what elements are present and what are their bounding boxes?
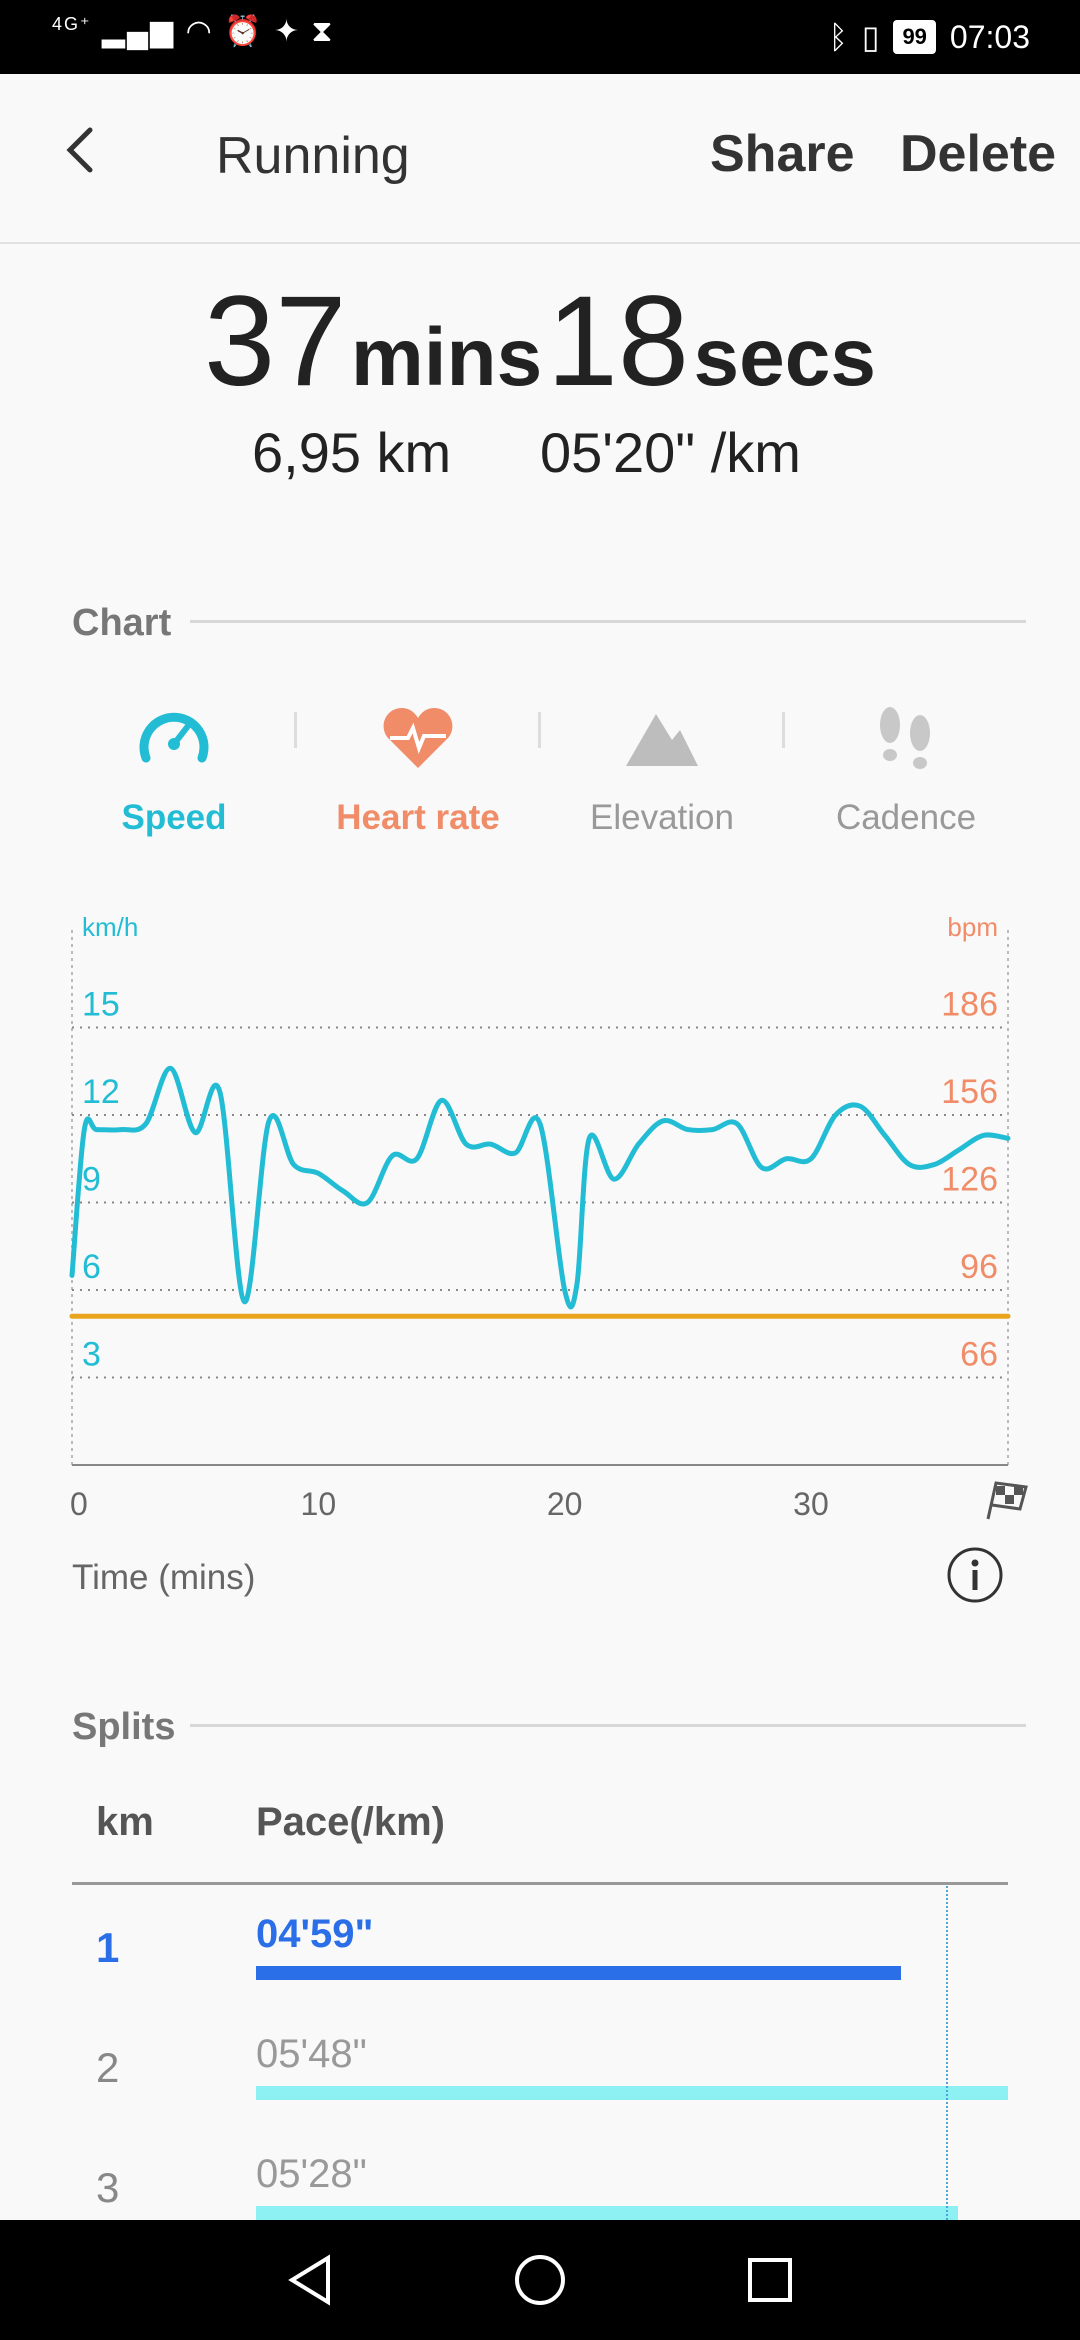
y2-tick-label: 96 (960, 1248, 998, 1286)
y2-tick-label: 126 (941, 1161, 998, 1199)
nav-recents-button[interactable] (740, 2250, 800, 2310)
back-button[interactable] (52, 120, 112, 180)
delete-button[interactable]: Delete (900, 125, 1057, 183)
splits-section-title: Splits (72, 1706, 176, 1748)
tab-elevation-label: Elevation (590, 798, 734, 837)
info-icon (947, 1547, 1003, 1603)
splits-col-km: km (96, 1800, 154, 1844)
y2-tick-label: 66 (960, 1336, 998, 1374)
status-icons-left: 4G⁺ ▂▄▆ ◠ ⏰ ✦ ⧗ (52, 14, 334, 49)
tab-divider (538, 712, 541, 748)
pace-value: 05'20" /km (540, 421, 801, 484)
speed-chart: km/h bpm 15 186 12 156 9 126 6 96 3 66 0 10 20 30 (69, 912, 1028, 1522)
notification-icon: ✦ (273, 15, 301, 48)
tab-elevation[interactable]: Elevation (540, 698, 784, 838)
splits-header-divider (72, 1882, 1008, 1885)
navigation-bar (0, 2220, 1080, 2340)
speedometer-icon (139, 712, 209, 763)
y2-axis-unit-label: bpm (947, 912, 998, 942)
status-bar: 4G⁺ ▂▄▆ ◠ ⏰ ✦ ⧗ ᛒ ▯ 99 07:03 (0, 0, 1080, 74)
square-recents-icon (748, 2258, 792, 2302)
back-arrow-icon (66, 127, 93, 173)
x-axis-title: Time (mins) (72, 1558, 256, 1597)
x-tick-label: 20 (547, 1486, 583, 1522)
signal-icon: ▂▄▆ (101, 15, 176, 48)
tab-divider (294, 712, 297, 748)
chart-section-title: Chart (72, 602, 172, 644)
splits-section-divider (190, 1724, 1026, 1727)
tab-cadence-label: Cadence (835, 798, 977, 837)
bluetooth-icon: ᛒ (828, 18, 848, 55)
x-tick-label: 0 (70, 1486, 88, 1522)
nav-home-button[interactable] (510, 2250, 570, 2310)
mountain-icon (626, 714, 698, 766)
tab-heart-rate[interactable]: Heart rate (296, 698, 540, 838)
network-type: 4G⁺ (52, 14, 92, 34)
vibrate-icon: ▯ (861, 19, 880, 55)
y-tick-label: 3 (82, 1336, 101, 1374)
split-km-number: 3 (96, 2164, 120, 2211)
tab-heart-rate-label: Heart rate (336, 798, 500, 837)
split-pace-bar (256, 1966, 901, 1980)
y2-tick-label: 156 (941, 1073, 998, 1111)
tab-speed-label: Speed (121, 798, 227, 837)
wifi-icon: ◠ (185, 15, 214, 48)
x-tick-label: 10 (301, 1486, 337, 1522)
split-km-number: 2 (96, 2044, 120, 2091)
info-button[interactable] (946, 1546, 1004, 1604)
hourglass-icon: ⧗ (311, 15, 335, 48)
y-tick-label: 15 (82, 986, 120, 1024)
speed-series-line (69, 1065, 1011, 1310)
footsteps-icon (880, 707, 930, 769)
nav-back-button[interactable] (280, 2250, 340, 2310)
triangle-back-icon (288, 2254, 330, 2306)
y2-tick-label: 186 (941, 986, 998, 1024)
tab-divider (782, 712, 785, 748)
y-tick-label: 6 (82, 1248, 101, 1286)
circle-home-icon (515, 2255, 565, 2305)
tab-cadence[interactable]: Cadence (784, 698, 1028, 838)
split-pace-bar (256, 2206, 958, 2220)
split-pace-value: 05'48" (256, 2032, 367, 2076)
page-title: Running (216, 127, 410, 185)
splits-col-pace: Pace(/km) (256, 1800, 445, 1844)
duration-seconds: 18 (546, 270, 690, 413)
finish-flag-icon (986, 1481, 1028, 1520)
x-tick-label: 30 (793, 1486, 829, 1522)
battery-indicator: 99 (893, 20, 936, 54)
heart-pulse-icon (383, 708, 453, 768)
seconds-unit: secs (693, 312, 876, 403)
distance-value: 6,95 km (252, 421, 452, 484)
duration-minutes: 37 (204, 270, 347, 413)
split-pace-value: 05'28" (256, 2152, 367, 2196)
split-km-number: 1 (96, 1924, 120, 1971)
y-axis-unit-label: km/h (82, 912, 138, 942)
y-tick-label: 12 (82, 1073, 120, 1111)
status-icons-right: ᛒ ▯ 99 07:03 (829, 18, 1030, 56)
clock: 07:03 (949, 18, 1030, 55)
chart-section-divider (190, 620, 1026, 623)
app-bar: Running Share Delete (0, 74, 1080, 244)
split-pace-bar (256, 2086, 1008, 2100)
alarm-icon: ⏰ (224, 15, 264, 48)
tab-speed[interactable]: Speed (52, 698, 296, 838)
workout-duration: 37 mins 18 secs (0, 268, 1080, 415)
split-pace-value: 04'59" (256, 1912, 374, 1956)
average-pace-line (946, 1886, 948, 2220)
share-button[interactable]: Share (710, 125, 855, 183)
minutes-unit: mins (350, 312, 543, 403)
y-tick-label: 9 (82, 1161, 101, 1199)
